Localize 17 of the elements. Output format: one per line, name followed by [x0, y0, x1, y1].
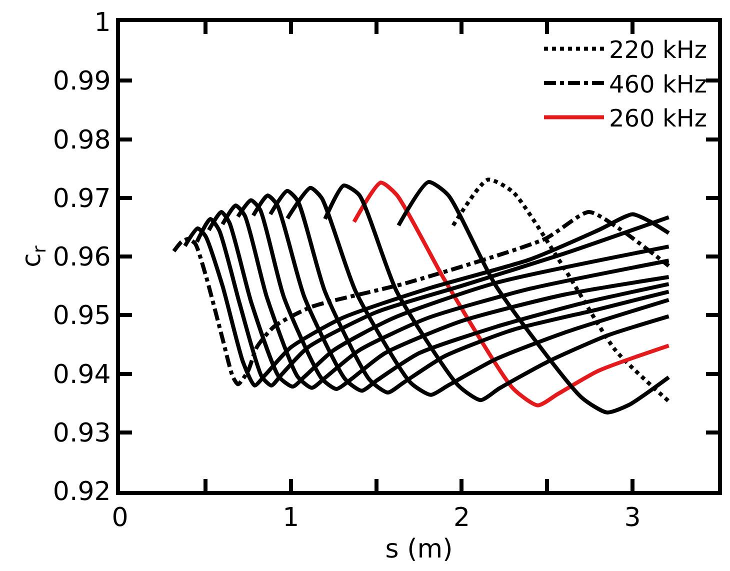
- y-tick-label: 0.92: [52, 477, 111, 508]
- x-tick-label: 3: [624, 503, 641, 534]
- y-tick-label: 0.95: [52, 301, 111, 332]
- y-tick-label: 0.93: [52, 418, 111, 448]
- y-tick-label: 0.99: [52, 66, 111, 97]
- x-tick-label: 0: [112, 503, 128, 534]
- legend-label: 460 kHz: [609, 70, 708, 98]
- x-axis-title: s (m): [385, 534, 453, 564]
- y-tick-label: 1: [94, 8, 111, 38]
- y-tick-label: 0.98: [52, 125, 111, 156]
- legend-label: 220 kHz: [609, 36, 708, 64]
- y-tick-label: 0.97: [52, 184, 111, 214]
- y-tick-label: 0.96: [52, 242, 111, 273]
- x-tick-label: 1: [282, 503, 300, 534]
- y-tick-label: 0.94: [52, 360, 111, 390]
- x-tick-label: 2: [453, 503, 470, 534]
- legend-label: 260 kHz: [609, 104, 708, 133]
